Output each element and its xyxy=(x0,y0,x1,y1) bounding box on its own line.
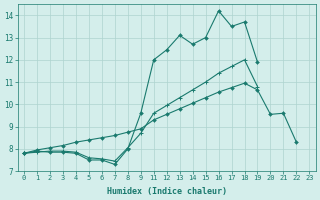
X-axis label: Humidex (Indice chaleur): Humidex (Indice chaleur) xyxy=(107,187,227,196)
